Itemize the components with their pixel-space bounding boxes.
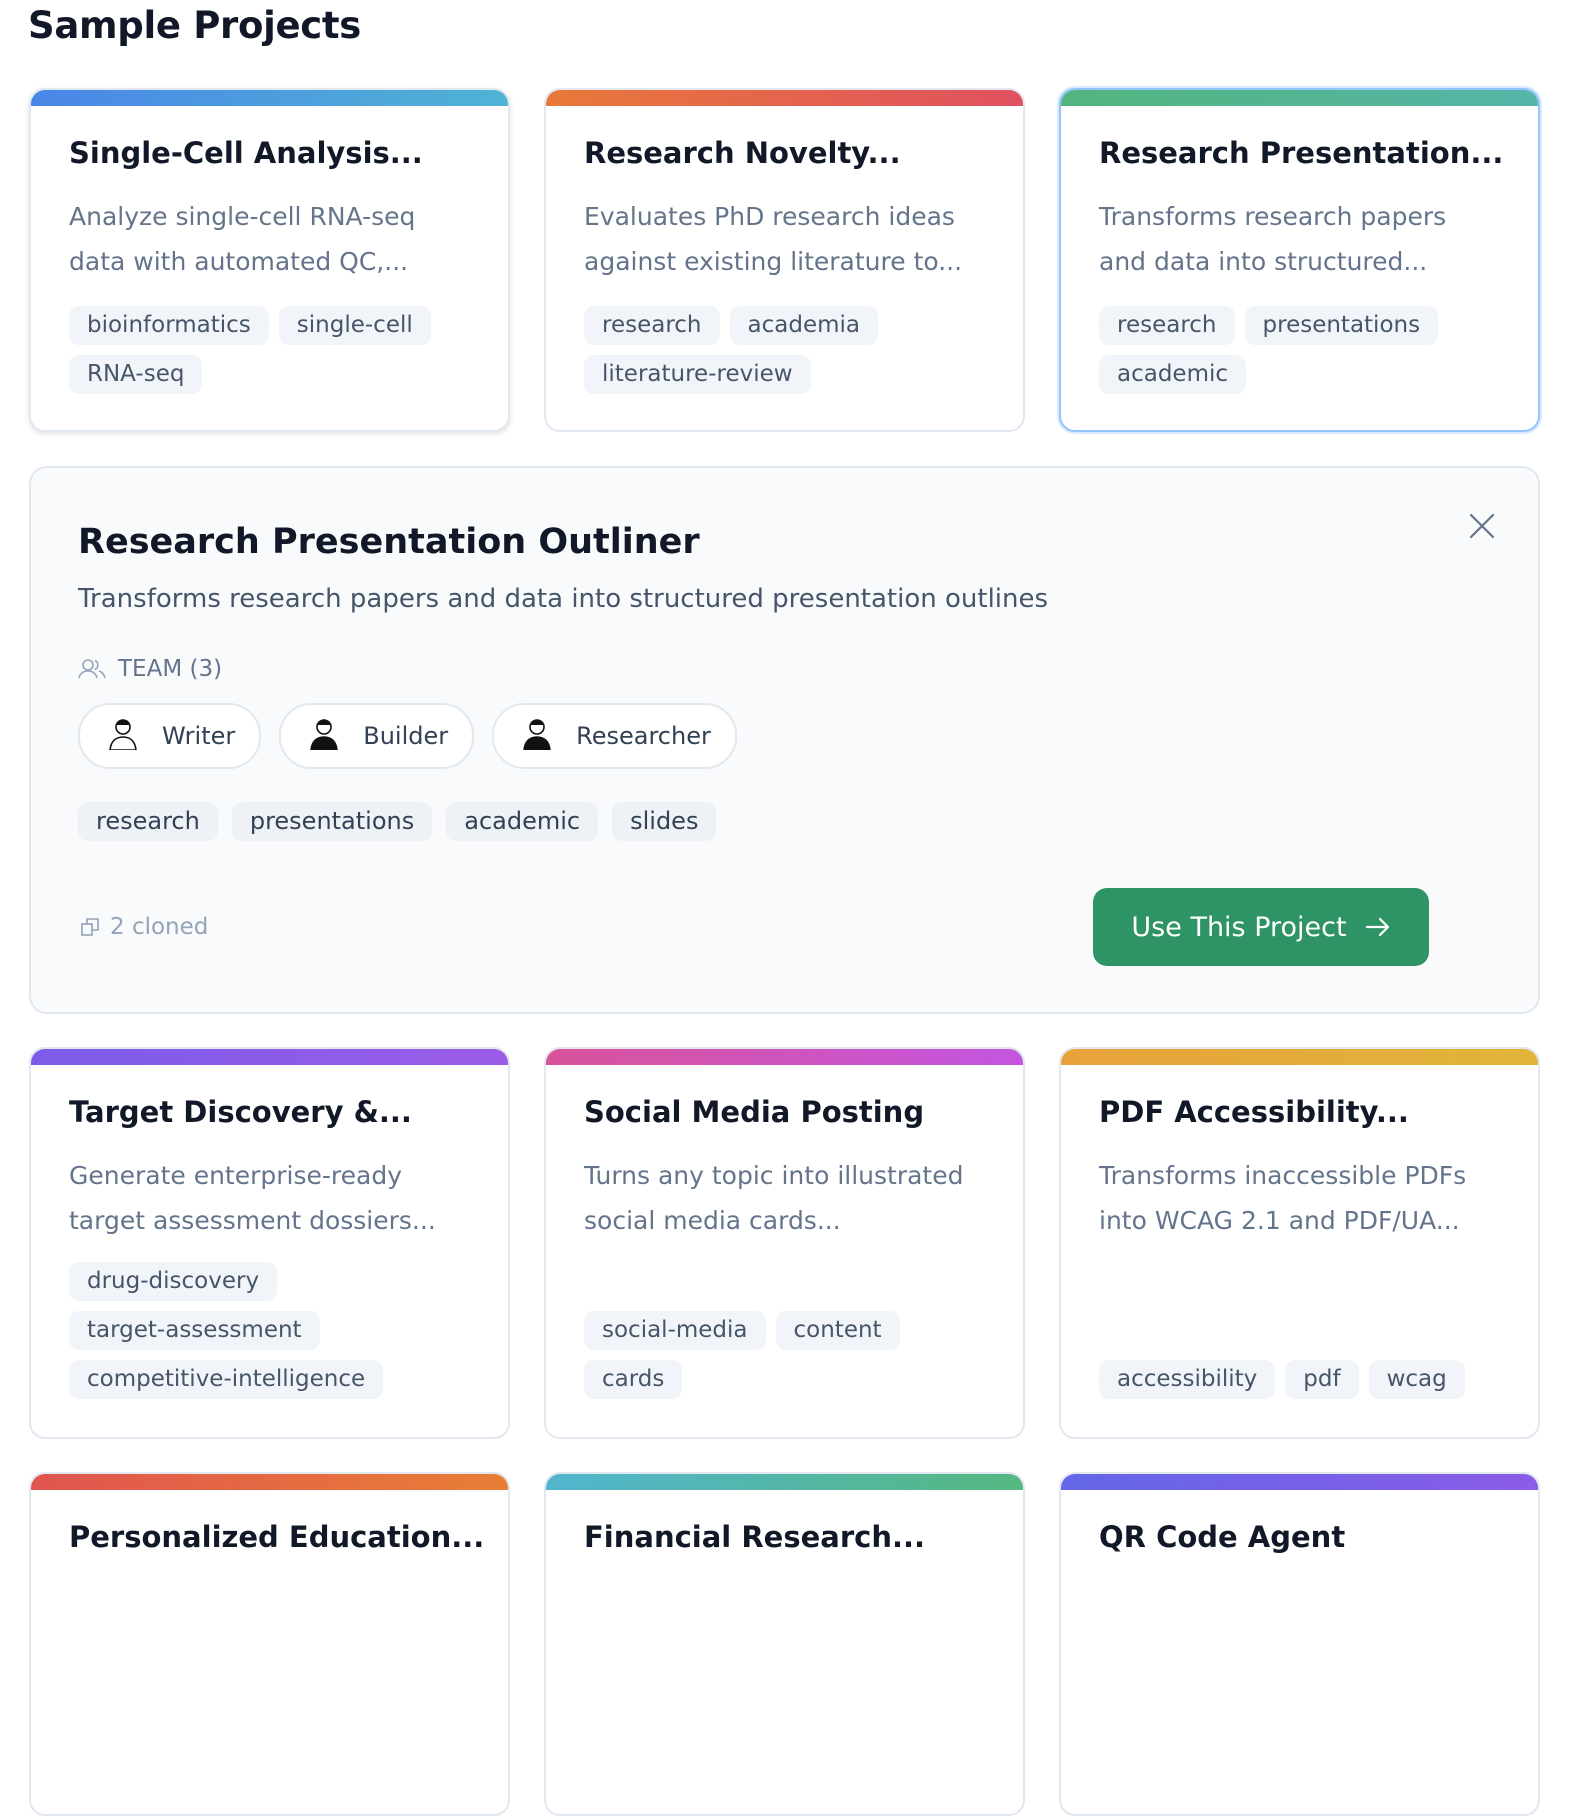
- card-accent-bar: [1061, 1474, 1538, 1490]
- tag: content: [775, 1311, 900, 1350]
- team-member-chip[interactable]: Writer: [78, 703, 262, 769]
- cloned-label: 2 cloned: [110, 914, 209, 940]
- project-card[interactable]: Single-Cell Analysis... Analyze single-ce…: [29, 88, 510, 432]
- tag: academic: [1099, 355, 1247, 394]
- team-members: Writer Builder Researcher: [78, 703, 737, 769]
- tag: single-cell: [278, 306, 431, 345]
- card-title: Single-Cell Analysis...: [69, 136, 423, 170]
- member-name: Researcher: [576, 722, 711, 750]
- card-description: Evaluates PhD research ideas against exi…: [584, 202, 963, 276]
- project-card[interactable]: Research Novelty... Evaluates PhD researc…: [544, 88, 1025, 432]
- builder-avatar-icon: [307, 716, 341, 756]
- users-icon: [78, 659, 106, 679]
- tag: literature-review: [584, 355, 811, 394]
- tag: cards: [584, 1360, 683, 1399]
- tag: social-media: [584, 1311, 766, 1350]
- card-description: Analyze single-cell RNA-seq data with au…: [69, 202, 416, 276]
- card-title: PDF Accessibility...: [1099, 1095, 1409, 1129]
- project-detail-panel: Research Presentation Outliner Transform…: [29, 466, 1540, 1014]
- member-name: Builder: [363, 722, 449, 750]
- tag: accessibility: [1099, 1360, 1276, 1399]
- project-grid-row-2: Target Discovery &... Generate enterprise…: [29, 1047, 1540, 1439]
- card-title: Research Presentation...: [1099, 136, 1504, 170]
- tag: presentations: [231, 802, 433, 841]
- use-project-label: Use This Project: [1131, 911, 1347, 943]
- team-member-chip[interactable]: Builder: [279, 703, 475, 769]
- card-tags: research academia literature-review: [584, 306, 985, 394]
- card-tags: research presentations academic: [1099, 306, 1500, 394]
- tag: academia: [729, 306, 878, 345]
- tag: slides: [612, 802, 717, 841]
- detail-tags: research presentations academic slides: [78, 802, 717, 841]
- use-project-button[interactable]: Use This Project: [1093, 888, 1429, 966]
- tag: RNA-seq: [69, 355, 203, 394]
- project-card[interactable]: Personalized Education...: [29, 1472, 510, 1816]
- project-card[interactable]: Research Presentation... Transforms resea…: [1059, 88, 1540, 432]
- card-title: Financial Research...: [584, 1520, 926, 1554]
- card-tags: social-media content cards: [584, 1311, 985, 1399]
- close-icon[interactable]: [1468, 512, 1496, 540]
- card-description: Transforms research papers and data into…: [1099, 202, 1447, 276]
- card-tags: bioinformatics single-cell RNA-seq: [69, 306, 470, 394]
- card-title: Research Novelty...: [584, 136, 901, 170]
- tag: wcag: [1368, 1360, 1465, 1399]
- card-accent-bar: [31, 1474, 508, 1490]
- card-title: Social Media Posting: [584, 1095, 925, 1129]
- tag: target-assessment: [69, 1311, 320, 1350]
- tag: competitive-intelligence: [69, 1360, 384, 1399]
- card-description: Transforms inaccessible PDFs into WCAG 2…: [1099, 1161, 1467, 1235]
- copy-icon: [81, 918, 99, 936]
- card-accent-bar: [1061, 1049, 1538, 1065]
- card-accent-bar: [31, 90, 508, 106]
- tag: research: [78, 802, 218, 841]
- page-title: Sample Projects: [28, 4, 362, 47]
- card-accent-bar: [546, 1474, 1023, 1490]
- project-grid-row-3: Personalized Education... Financial Resea…: [29, 1472, 1540, 1816]
- tag: bioinformatics: [69, 306, 269, 345]
- arrow-right-icon: [1365, 917, 1389, 937]
- tag: research: [1099, 306, 1235, 345]
- team-header: TEAM (3): [78, 656, 222, 682]
- card-tags: accessibility pdf wcag: [1099, 1360, 1465, 1399]
- project-card[interactable]: Financial Research...: [544, 1472, 1025, 1816]
- tag: research: [584, 306, 720, 345]
- card-title: Target Discovery &...: [69, 1095, 412, 1129]
- card-description: Generate enterprise-ready target assessm…: [69, 1161, 436, 1235]
- project-card[interactable]: QR Code Agent: [1059, 1472, 1540, 1816]
- tag: presentations: [1244, 306, 1439, 345]
- card-tags: drug-discovery target-assessment competiti…: [69, 1262, 470, 1399]
- member-name: Writer: [162, 722, 236, 750]
- card-accent-bar: [546, 1049, 1023, 1065]
- project-grid-row-1: Single-Cell Analysis... Analyze single-ce…: [29, 88, 1540, 432]
- tag: academic: [446, 802, 599, 841]
- detail-description: Transforms research papers and data into…: [78, 584, 1049, 614]
- cloned-count: 2 cloned: [80, 914, 208, 940]
- card-title: Personalized Education...: [69, 1520, 485, 1554]
- team-member-chip[interactable]: Researcher: [492, 703, 737, 769]
- detail-title: Research Presentation Outliner: [78, 522, 700, 562]
- project-card[interactable]: Target Discovery &... Generate enterprise…: [29, 1047, 510, 1439]
- project-card[interactable]: Social Media Posting Turns any topic into…: [544, 1047, 1025, 1439]
- tag: drug-discovery: [69, 1262, 278, 1301]
- card-accent-bar: [1061, 90, 1538, 106]
- writer-avatar-icon: [106, 716, 140, 756]
- card-description: Turns any topic into illustrated social …: [584, 1161, 964, 1235]
- card-title: QR Code Agent: [1099, 1520, 1346, 1554]
- project-card[interactable]: PDF Accessibility... Transforms inaccessi…: [1059, 1047, 1540, 1439]
- researcher-avatar-icon: [520, 716, 554, 756]
- team-label: TEAM (3): [118, 656, 223, 682]
- card-accent-bar: [546, 90, 1023, 106]
- tag: pdf: [1285, 1360, 1359, 1399]
- card-accent-bar: [31, 1049, 508, 1065]
